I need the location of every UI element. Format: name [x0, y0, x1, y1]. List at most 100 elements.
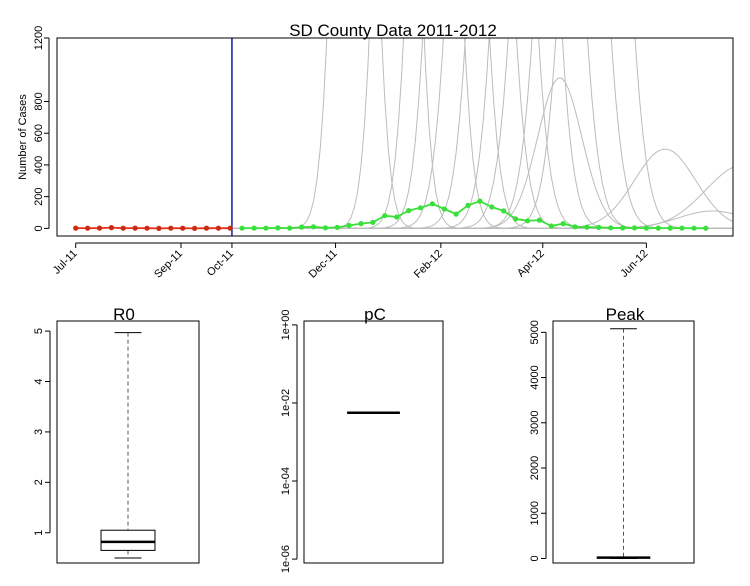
observed-after-cutoff-point [679, 225, 685, 231]
observed-after-cutoff-point [513, 216, 519, 222]
box [596, 328, 651, 559]
x-axis: Jul-11 Sep-11 Oct-11 Dec-11 Feb-12 Apr-12 Jun-… [51, 242, 650, 281]
observed-after-cutoff-point [584, 224, 590, 230]
observed-after-cutoff-point [655, 225, 661, 231]
observed-after-cutoff-point [536, 217, 543, 223]
y-tick-label: 5 [33, 328, 45, 334]
observed-after-cutoff-point [263, 225, 269, 231]
observed-before-cutoff-point [85, 225, 91, 231]
forecast-curves [231, 38, 733, 229]
plot-frame [303, 320, 444, 564]
x-tick-label: Sep-11 [152, 248, 185, 281]
x-tick-label: Oct-11 [205, 248, 236, 279]
observed-after-cutoff-point [465, 202, 471, 208]
observed-after-cutoff-point [287, 225, 293, 231]
observed-after-cutoff-point [524, 218, 531, 224]
observed-before-cutoff-point [144, 225, 150, 231]
observed-after-cutoff-point [667, 225, 673, 231]
observed-after-cutoff-point [620, 225, 626, 231]
plot-frame [56, 320, 200, 564]
time-series-panel: SD County Data 2011-2012 Number of Cases… [17, 21, 734, 281]
panel-title: R0 [113, 305, 135, 324]
observed-after-cutoff-point [631, 225, 638, 231]
observed-after-cutoff-point [406, 208, 412, 214]
y-tick-label: 1e+00 [280, 309, 292, 340]
x-tick-label: Apr-12 [515, 248, 547, 280]
observed-before-cutoff-point [192, 225, 198, 231]
observed-before-cutoff-point [73, 225, 79, 231]
x-tick-label: Jun-12 [618, 248, 650, 280]
y-tick-label: 1e-02 [280, 389, 292, 417]
y-tick-label: 2 [33, 479, 45, 485]
observed-series [73, 198, 709, 231]
observed-after-cutoff-point [703, 225, 709, 231]
x-tick-label: Dec-11 [307, 248, 340, 281]
observed-before-cutoff-point [96, 225, 103, 231]
observed-before-cutoff-point [215, 225, 221, 231]
y-tick-label: 3 [33, 429, 45, 435]
observed-after-cutoff-point [382, 213, 388, 219]
y-tick-label: 4000 [529, 365, 541, 389]
observed-after-cutoff-line [242, 200, 706, 230]
y-tick-label: 5000 [529, 320, 541, 344]
panel-title: Peak [606, 305, 645, 324]
chart-title: SD County Data 2011-2012 [289, 21, 497, 40]
y-axis: 0 200 400 600 800 1200 [33, 26, 50, 231]
plot-frame [552, 320, 695, 564]
y-tick-label: 1000 [529, 501, 541, 525]
y-axis-label: Number of Cases [17, 94, 29, 180]
y-tick-label: 1 [33, 530, 45, 536]
forecast-curve [231, 210, 733, 229]
y-tick-label: 600 [33, 124, 45, 142]
observed-after-cutoff-point [275, 225, 281, 231]
panel-title: pC [364, 305, 386, 324]
y-axis: 1e-06 1e-04 1e-02 1e+00 [280, 309, 298, 573]
observed-after-cutoff-point [299, 224, 305, 230]
observed-after-cutoff-point [608, 225, 614, 231]
y-tick-label: 3000 [529, 411, 541, 435]
observed-after-cutoff-point [501, 208, 507, 214]
observed-after-cutoff-point [358, 221, 364, 227]
observed-after-cutoff-point [310, 224, 317, 230]
observed-before-cutoff-point [180, 225, 186, 231]
observed-before-cutoff-point [203, 225, 210, 231]
r0-boxplot-panel: R0 1 2 3 4 5 [33, 305, 200, 564]
observed-after-cutoff-point [370, 219, 376, 225]
y-tick-label: 800 [33, 92, 45, 110]
y-tick-label: 1e-06 [280, 545, 292, 573]
observed-after-cutoff-point [596, 224, 602, 230]
observed-after-cutoff-point [394, 214, 400, 220]
y-tick-label: 200 [33, 187, 45, 205]
observed-after-cutoff-point [417, 205, 424, 211]
observed-after-cutoff-point [643, 225, 650, 231]
observed-before-cutoff-point [120, 225, 126, 231]
observed-after-cutoff-point [477, 198, 483, 204]
y-tick-label: 2000 [529, 456, 541, 480]
y-tick-label: 0 [33, 225, 45, 231]
y-tick-label: 400 [33, 156, 45, 174]
y-axis: 0 1000 2000 3000 4000 5000 [529, 320, 547, 562]
y-tick-label: 4 [33, 378, 45, 384]
observed-after-cutoff-point [346, 222, 352, 229]
observed-after-cutoff-point [441, 206, 447, 212]
y-tick-label: 1200 [33, 26, 45, 50]
y-axis: 1 2 3 4 5 [33, 328, 51, 536]
observed-before-cutoff-point [108, 225, 114, 231]
iqr-box [100, 529, 156, 551]
pc-boxplot-panel: pC 1e-06 1e-04 1e-02 1e+00 [280, 305, 444, 573]
plot-frame [56, 37, 734, 237]
observed-before-cutoff-point [168, 225, 174, 231]
observed-after-cutoff-point [251, 225, 257, 231]
observed-after-cutoff-point [691, 225, 697, 231]
observed-after-cutoff-point [334, 224, 340, 230]
observed-after-cutoff-point [572, 224, 578, 230]
x-tick-label: Jul-11 [51, 248, 80, 277]
observed-after-cutoff-point [489, 204, 495, 210]
observed-before-cutoff-point [227, 225, 233, 231]
observed-after-cutoff-point [560, 221, 566, 227]
observed-after-cutoff-point [548, 223, 554, 229]
observed-after-cutoff-point [239, 225, 245, 231]
box [100, 332, 156, 559]
observed-after-cutoff-point [322, 225, 328, 231]
